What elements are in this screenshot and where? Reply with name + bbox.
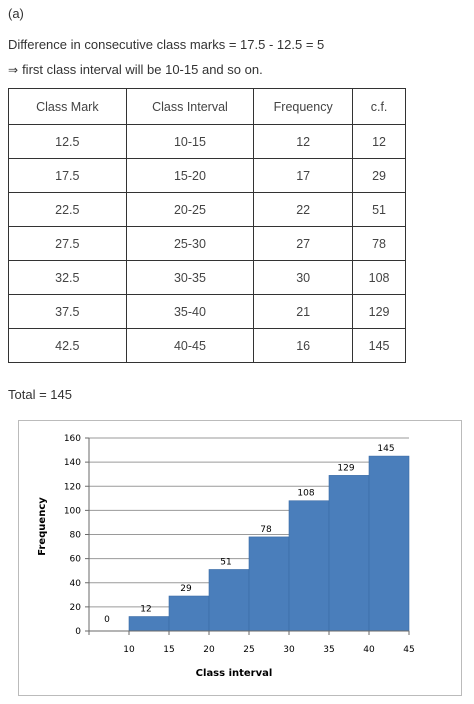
difference-statement: Difference in consecutive class marks = …: [8, 37, 325, 52]
x-tick-label: 45: [403, 645, 414, 655]
cell-cf: 29: [352, 158, 406, 193]
cell-frequency: 12: [253, 124, 354, 159]
y-axis-title: Frequency: [37, 497, 48, 556]
implies-text: first class interval will be 10-15 and s…: [22, 62, 263, 77]
cell-class-interval: 40-45: [125, 328, 255, 363]
cell-cf: 129: [352, 294, 406, 329]
y-tick-label: 0: [75, 627, 81, 637]
x-tick-label: 40: [363, 645, 375, 655]
cell-cf: 51: [352, 192, 406, 227]
table-header-row: Class Mark Class Interval Frequency c.f.: [8, 88, 406, 125]
x-axis-title: Class interval: [196, 668, 273, 679]
bar-data-label: 78: [260, 525, 272, 535]
histogram-chart: 0 20 40 60 80 100 120 140 160 10 15 20 25 30 35 40 45 12…: [18, 420, 462, 696]
cell-class-mark: 37.5: [8, 294, 127, 329]
bar-data-label: 29: [180, 584, 192, 594]
cell-class-mark: 22.5: [8, 192, 127, 227]
bars: [128, 455, 410, 632]
header-cf: c.f.: [352, 88, 406, 125]
cell-cf: 12: [352, 124, 406, 159]
cell-class-mark: 12.5: [8, 124, 127, 159]
x-tick-label: 25: [243, 645, 254, 655]
cell-class-interval: 35-40: [125, 294, 255, 329]
table-row: 37.5 35-40 21 129: [8, 294, 406, 329]
header-class-interval: Class Interval: [125, 88, 255, 125]
histogram-bar: [328, 475, 370, 632]
header-class-mark: Class Mark: [8, 88, 127, 125]
x-tick-label: 35: [323, 645, 334, 655]
y-tick-label: 20: [70, 603, 82, 613]
y-tick-label: 60: [70, 555, 82, 565]
histogram-bar: [208, 569, 250, 632]
cell-class-interval: 30-35: [125, 260, 255, 295]
cell-class-mark: 17.5: [8, 158, 127, 193]
cell-class-mark: 27.5: [8, 226, 127, 261]
frequency-table: Class Mark Class Interval Frequency c.f.…: [8, 88, 406, 363]
header-frequency: Frequency: [253, 88, 354, 125]
y-tick-label: 40: [70, 579, 82, 589]
total-statement: Total = 145: [8, 387, 72, 402]
y-tick-label: 140: [64, 458, 81, 468]
table-row: 42.5 40-45 16 145: [8, 328, 406, 363]
part-label: (a): [8, 6, 24, 21]
cell-frequency: 22: [253, 192, 354, 227]
histogram-bar: [128, 616, 170, 632]
table-row: 32.5 30-35 30 108: [8, 260, 406, 295]
histogram-bar: [368, 455, 410, 632]
histogram-bar: [168, 595, 210, 632]
zero-data-label: 0: [104, 615, 110, 625]
cell-cf: 145: [352, 328, 406, 363]
histogram-bar: [288, 500, 330, 632]
cell-cf: 78: [352, 226, 406, 261]
bar-data-label: 129: [337, 463, 354, 473]
table-row: 22.5 20-25 22 51: [8, 192, 406, 227]
table-row: 27.5 25-30 27 78: [8, 226, 406, 261]
cell-frequency: 21: [253, 294, 354, 329]
table-row: 17.5 15-20 17 29: [8, 158, 406, 193]
bar-data-label: 12: [140, 605, 151, 615]
cell-class-mark: 32.5: [8, 260, 127, 295]
cell-class-interval: 10-15: [125, 124, 255, 159]
x-tick-label: 20: [203, 645, 215, 655]
histogram-bar: [248, 536, 290, 632]
cell-frequency: 30: [253, 260, 354, 295]
y-tick-label: 80: [70, 531, 82, 541]
implies-statement: ⇒ first class interval will be 10-15 and …: [8, 62, 263, 77]
cell-class-interval: 15-20: [125, 158, 255, 193]
bar-data-label: 108: [297, 489, 314, 499]
y-tick-label: 120: [64, 482, 81, 492]
cell-frequency: 16: [253, 328, 354, 363]
cell-class-interval: 25-30: [125, 226, 255, 261]
data-labels: 12 29 51 78 108 129 145 0: [104, 444, 394, 625]
y-tick-label: 100: [64, 506, 81, 516]
bar-data-label: 51: [220, 557, 231, 567]
table-row: 12.5 10-15 12 12: [8, 124, 406, 159]
cell-frequency: 17: [253, 158, 354, 193]
x-tick-label: 15: [163, 645, 174, 655]
cell-class-interval: 20-25: [125, 192, 255, 227]
implies-arrow-icon: ⇒: [8, 63, 19, 77]
cell-class-mark: 42.5: [8, 328, 127, 363]
x-tick-label: 10: [123, 645, 135, 655]
x-tick-label: 30: [283, 645, 295, 655]
bar-data-label: 145: [377, 444, 394, 454]
y-tick-label: 160: [64, 434, 81, 444]
cell-cf: 108: [352, 260, 406, 295]
cell-frequency: 27: [253, 226, 354, 261]
